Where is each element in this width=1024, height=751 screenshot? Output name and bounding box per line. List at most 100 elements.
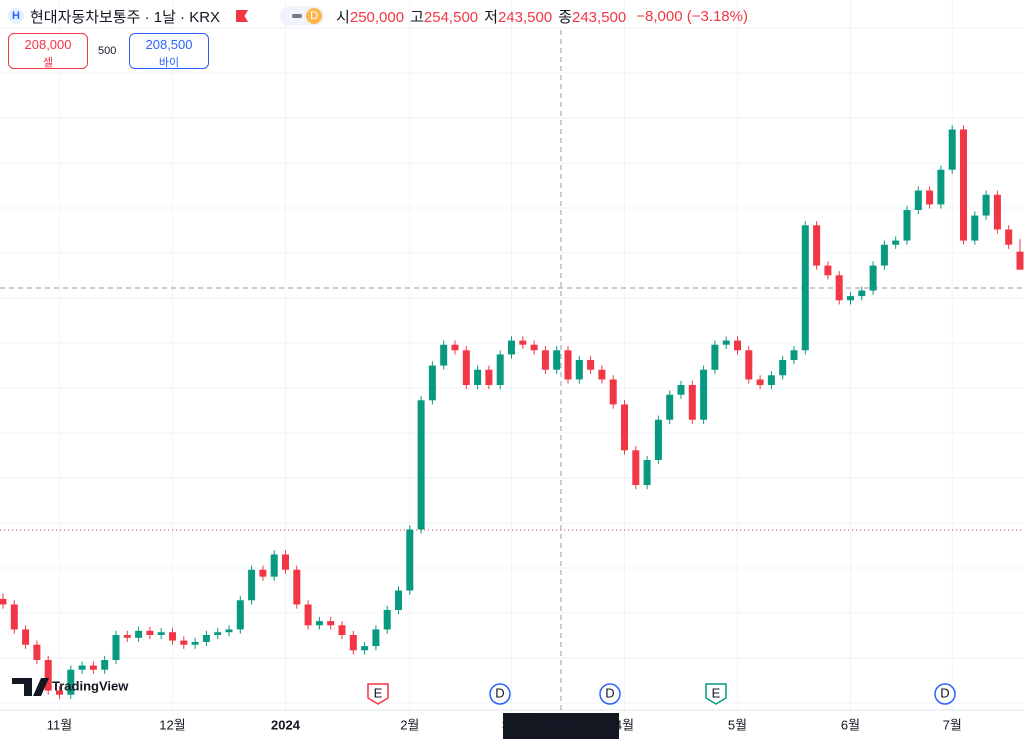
candle-body — [858, 290, 866, 297]
logo-mark — [12, 678, 49, 696]
candle-body — [767, 375, 775, 385]
event-label: D — [495, 685, 504, 700]
candle-body — [903, 210, 911, 241]
candle-body — [700, 369, 708, 420]
event-marker — [705, 683, 727, 705]
candle-body — [315, 621, 323, 626]
change: −8,000 (−3.18%) — [636, 7, 748, 25]
candle-body — [971, 215, 979, 241]
candle-body — [135, 630, 143, 638]
candle-body — [948, 129, 956, 170]
candle-body — [349, 635, 357, 651]
ohlc-value: 254,500 — [423, 8, 479, 26]
candle-body — [541, 350, 549, 370]
candle-body — [609, 379, 617, 405]
candle-body — [22, 629, 30, 645]
candle-body — [790, 350, 798, 360]
candle-body — [621, 404, 628, 451]
candle-body — [847, 296, 854, 301]
candle-body — [575, 360, 583, 380]
interval-toggle[interactable]: D — [280, 6, 325, 26]
candle-body — [282, 554, 289, 570]
candle-body — [406, 529, 414, 591]
candle-body — [89, 665, 97, 670]
candle-body — [10, 604, 18, 630]
candle-body — [417, 400, 425, 530]
candle-body — [372, 629, 380, 647]
ohlc-value: 243,500 — [497, 8, 553, 26]
x-tick-label: 7월 — [943, 717, 962, 732]
crosshair-label-bg — [503, 713, 619, 739]
x-tick-label: 2월 — [400, 717, 419, 732]
candle-body — [225, 629, 233, 633]
candle-body — [553, 350, 561, 370]
ohlc: 시250,000 고254,500 저243,500 종243,500 — [330, 6, 626, 27]
candle-body — [993, 194, 1001, 230]
candle-body — [519, 340, 527, 345]
x-tick-label: 2024 — [271, 717, 301, 732]
candle-body — [937, 169, 945, 205]
candle-body — [462, 350, 470, 385]
event-label: D — [605, 685, 614, 700]
ohlc-label: 고 — [410, 8, 424, 26]
candle-body — [428, 365, 436, 401]
x-tick-label: 6월 — [841, 717, 860, 732]
candle-body — [191, 641, 199, 645]
candle-body — [643, 460, 651, 485]
candle-body — [677, 385, 685, 395]
candle-body — [587, 360, 595, 370]
candle-body — [960, 129, 967, 241]
sell-button[interactable]: 208,000 셀 — [8, 33, 88, 69]
candle-body — [383, 610, 391, 630]
event-label: E — [712, 685, 721, 700]
flag[interactable] — [236, 10, 249, 22]
candle-body — [824, 265, 832, 276]
candle-body — [711, 344, 719, 370]
candle-body — [835, 275, 843, 301]
candle-body — [361, 646, 369, 651]
candle-body — [1005, 229, 1013, 245]
candle-body — [474, 369, 482, 385]
candle-body — [869, 265, 877, 291]
candle-body — [157, 632, 165, 635]
candle-body — [801, 225, 809, 351]
candle-body — [632, 450, 640, 485]
x-tick-label: 4월 — [615, 717, 634, 732]
candle-body — [745, 350, 753, 380]
ohlc-label: 저 — [484, 8, 498, 26]
candle-body — [44, 660, 52, 691]
header: H 현대자동차보통주 · 1날 · KRX D 시250,000 고254,500… — [8, 4, 748, 28]
candle-body — [880, 244, 888, 266]
ohlc-value: 250,000 — [349, 8, 405, 26]
candle-body — [101, 660, 109, 670]
candle-body — [926, 190, 934, 205]
candle-body — [327, 621, 335, 626]
candle-body — [813, 225, 821, 266]
candle-body — [892, 240, 900, 245]
candle-body — [496, 354, 504, 385]
symbol-title[interactable]: 현대자동차보통주 · 1날 · KRX — [30, 8, 221, 26]
candle-body — [123, 635, 131, 638]
ohlc-item: 고254,500 — [410, 9, 478, 26]
interval-badge: D — [306, 8, 323, 24]
candle-body — [530, 344, 538, 351]
event-marker — [599, 683, 621, 705]
buy-label: 바이 — [158, 57, 180, 69]
candle-body — [33, 644, 41, 660]
candle-body — [236, 600, 244, 630]
candle-body — [248, 569, 256, 601]
candle-body — [259, 569, 267, 577]
crosshair-label: 금 2024-03-15 — [520, 717, 602, 732]
event-marker — [489, 683, 511, 705]
sell-label: 셀 — [42, 57, 54, 69]
candle-body — [451, 344, 459, 351]
buy-button[interactable]: 208,500 바이 — [129, 33, 209, 69]
event-label: D — [940, 685, 949, 700]
candle-body — [508, 340, 515, 355]
candle-body — [666, 394, 674, 420]
candle-body — [564, 350, 572, 380]
candle-body — [293, 569, 301, 605]
watermark: TradingView — [52, 678, 129, 693]
candle-body — [270, 554, 278, 577]
